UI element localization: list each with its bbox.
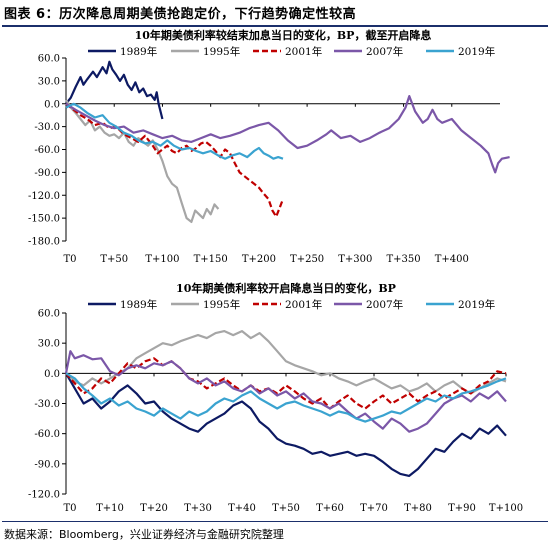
chart-1-legend-label-1989: 1989年 — [120, 45, 157, 58]
chart-1-y-tick-label: 0.0 — [44, 99, 60, 110]
chart-1-series-1989 — [65, 60, 164, 120]
chart-2-legend-label-1989: 1989年 — [120, 298, 157, 311]
chart-1-x-tick-label: T0 — [63, 254, 76, 265]
chart-2-x-tick-label: T+60 — [316, 503, 344, 514]
chart-2-legend-label-2007: 2007年 — [366, 298, 403, 311]
chart-1-x-tick-label: T+100 — [145, 254, 179, 265]
chart-2-y-tick-label: 60.0 — [38, 309, 60, 320]
chart-1-y-tick-label: -90.0 — [34, 168, 60, 179]
chart-2-title: 10年期美债利率较开启降息当日的变化，BP — [176, 281, 396, 295]
source-note: 数据来源：Bloomberg，兴业证券经济与金融研究院整理 — [4, 528, 284, 541]
bottom-rule — [2, 521, 548, 522]
chart-2-x-tick-label: T+20 — [140, 503, 168, 514]
chart-2-series-2019 — [65, 372, 507, 423]
chart-1-x-tick-label: T+350 — [386, 254, 420, 265]
chart-1-x-tick-label: T+200 — [242, 254, 276, 265]
chart-2-x-tick-label: T+100 — [489, 503, 523, 514]
chart-1-legend-label-2019: 2019年 — [458, 45, 495, 58]
chart-1-y-tick-label: -180.0 — [28, 237, 60, 248]
chart-2-y-tick-label: -60.0 — [34, 429, 60, 440]
chart-2-x-tick-label: T+50 — [272, 503, 300, 514]
chart-1-title: 10年期美债利率较结束加息当日的变化，BP，截至开启降息 — [135, 28, 432, 42]
chart-2-x-tick-label: T+80 — [404, 503, 432, 514]
chart-1-series-2007 — [65, 94, 510, 174]
chart-1-legend-label-2001: 2001年 — [285, 45, 322, 58]
chart-2-x-tick-label: T+40 — [228, 503, 256, 514]
chart-1-x-tick-label: T+300 — [338, 254, 372, 265]
chart-2-x-tick-label: T+30 — [184, 503, 212, 514]
chart-1-y-tick-label: -30.0 — [34, 122, 60, 133]
chart-2-y-tick-label: 30.0 — [38, 339, 60, 350]
chart-2-series-1989 — [65, 372, 507, 477]
figure-title: 图表 6：历次降息周期美债抢跑定价，下行趋势确定性较高 — [4, 7, 357, 22]
chart-2-series-1995 — [65, 330, 507, 395]
chart-1-x-tick-label: T+50 — [100, 254, 128, 265]
chart-1-x-tick-label: T+150 — [194, 254, 228, 265]
chart-2-x-tick-label: T+10 — [96, 503, 124, 514]
chart-1-x-tick-label: T+400 — [435, 254, 469, 265]
chart-1-y-tick-label: 60.0 — [38, 54, 60, 65]
chart-1-y-tick-label: -120.0 — [28, 191, 60, 202]
chart-2-y-tick-label: -120.0 — [28, 490, 60, 501]
chart-1-y-tick-label: -150.0 — [28, 214, 60, 225]
chart-1-series-2019 — [65, 102, 284, 160]
chart-1-legend-label-2007: 2007年 — [366, 45, 403, 58]
chart-2-y-tick-label: 0.0 — [44, 369, 60, 380]
chart-1-y-tick-label: 30.0 — [38, 76, 60, 87]
chart-2-x-tick-label: T0 — [63, 503, 76, 514]
title-rule — [2, 25, 548, 27]
chart-1-x-tick-label: T+250 — [290, 254, 324, 265]
chart-2-y-tick-label: -90.0 — [34, 459, 60, 470]
chart-2-series-2007 — [64, 350, 507, 433]
chart-2-x-tick-label: T+70 — [360, 503, 388, 514]
chart-1-legend-label-1995: 1995年 — [203, 45, 240, 58]
chart-2-x-tick-label: T+90 — [448, 503, 476, 514]
chart-2-legend-label-2001: 2001年 — [285, 298, 322, 311]
chart-1-y-tick-label: -60.0 — [34, 145, 60, 156]
chart-2-legend-label-1995: 1995年 — [203, 298, 240, 311]
chart-1-series-2001 — [65, 102, 285, 218]
chart-2-y-tick-label: -30.0 — [34, 399, 60, 410]
chart-2-legend-label-2019: 2019年 — [458, 298, 495, 311]
